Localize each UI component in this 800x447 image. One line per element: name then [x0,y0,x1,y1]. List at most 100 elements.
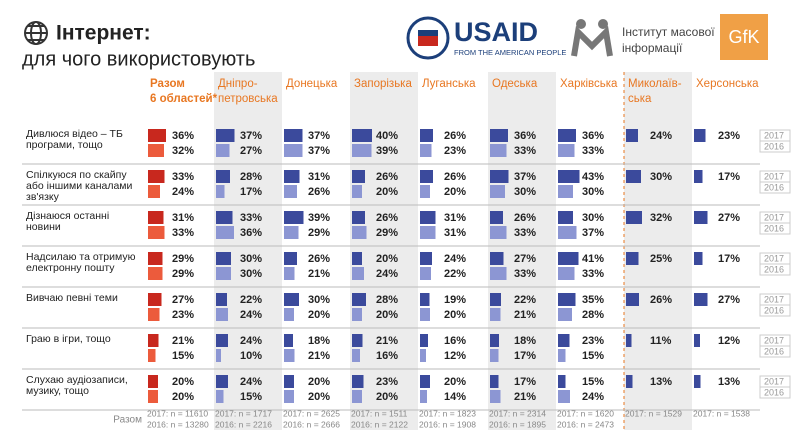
bar [284,185,297,198]
value-label: 23% [376,376,398,388]
bar [284,170,300,183]
sample-size: 2017: n = 1823 [419,408,476,418]
sample-size: 2016: n = 2473 [557,419,614,429]
bar [558,375,566,388]
sample-size: 2016: n = 1908 [419,419,476,429]
bar [216,226,234,239]
bar [490,334,499,347]
sample-size: 2017: n = 2314 [489,408,546,418]
sample-size: 2017: n = 1538 [693,408,750,418]
value-label: 33% [240,212,262,224]
bar [148,267,163,280]
bar [352,144,372,157]
value-label: 15% [240,391,262,403]
bar [352,226,367,239]
value-label: 31% [308,171,330,183]
bar [420,144,432,157]
logo-text: GfK [728,27,759,47]
bar [558,308,572,321]
bar [216,129,235,142]
value-label: 28% [240,171,262,183]
value-label: 36% [240,227,262,239]
value-label: 17% [718,171,740,183]
row-label: Дивлюся відео – ТБ програми, тощо [26,128,123,151]
bar [626,129,638,142]
value-label: 27% [172,294,194,306]
legend-box [759,304,791,317]
bar [284,129,303,142]
value-label: 21% [308,350,330,362]
table: Дивлюся відео – ТБ програми, тощо 2017 2016… [22,72,791,430]
row-label: Спілкуюся по скайпу або іншими каналами зв… [26,169,133,203]
value-label: 15% [582,350,604,362]
value-label: 26% [376,212,398,224]
value-label: 43% [582,171,604,183]
legend-label: 2016 [764,346,784,356]
bar [148,334,159,347]
value-label: 30% [650,171,672,183]
bar [148,129,166,142]
bar [420,375,430,388]
value-label: 40% [376,130,398,142]
value-label: 18% [308,335,330,347]
bar [284,375,294,388]
value-label: 37% [240,130,262,142]
value-label: 19% [444,294,466,306]
subtitle: для чого використовують [22,48,255,70]
value-label: 15% [172,350,194,362]
bar [284,226,299,239]
column-header: Харківська [560,78,618,90]
bar [148,185,160,198]
bar [216,293,227,306]
value-label: 12% [444,350,466,362]
bar [626,375,633,388]
bar [148,170,165,183]
value-label: 20% [444,376,466,388]
bar [490,226,507,239]
value-label: 21% [172,335,194,347]
value-label: 17% [514,350,536,362]
bar [420,349,426,362]
logo-text: інформації [622,41,683,55]
value-label: 31% [444,227,466,239]
value-label: 21% [514,309,536,321]
bar [352,252,362,265]
legend-label: 2017 [764,253,784,263]
value-label: 25% [650,253,672,265]
sample-size: 2017: n = 11610 [147,408,208,418]
value-label: 20% [308,391,330,403]
value-label: 30% [582,212,604,224]
sample-size: 2016: n = 1895 [489,419,546,429]
value-label: 26% [308,186,330,198]
bar [420,170,433,183]
value-label: 20% [172,376,194,388]
legend-box [759,345,791,358]
bar [490,375,499,388]
legend-box [759,222,791,235]
value-label: 33% [582,145,604,157]
value-label: 22% [444,268,466,280]
value-label: 20% [172,391,194,403]
value-label: 24% [582,391,604,403]
sample-size: 2016: n = 2216 [215,419,272,429]
bar [352,267,364,280]
value-label: 17% [240,186,262,198]
column-header: Донецька [286,78,338,90]
bar [558,334,570,347]
value-label: 37% [514,171,536,183]
bar [420,334,428,347]
sample-size: 2017: n = 1620 [557,408,614,418]
bar [558,144,575,157]
row-label: Вивчаю певні теми [26,292,118,304]
value-label: 36% [582,130,604,142]
value-label: 26% [514,212,536,224]
value-label: 24% [240,309,262,321]
value-label: 33% [514,268,536,280]
value-label: 29% [308,227,330,239]
value-label: 12% [718,335,740,347]
sample-size: 2016: n = 13280 [147,419,209,429]
value-label: 13% [650,376,672,388]
bar [148,375,158,388]
value-label: 41% [582,253,604,265]
usaid-logo: USAID FROM THE AMERICAN PEOPLE [406,16,566,60]
